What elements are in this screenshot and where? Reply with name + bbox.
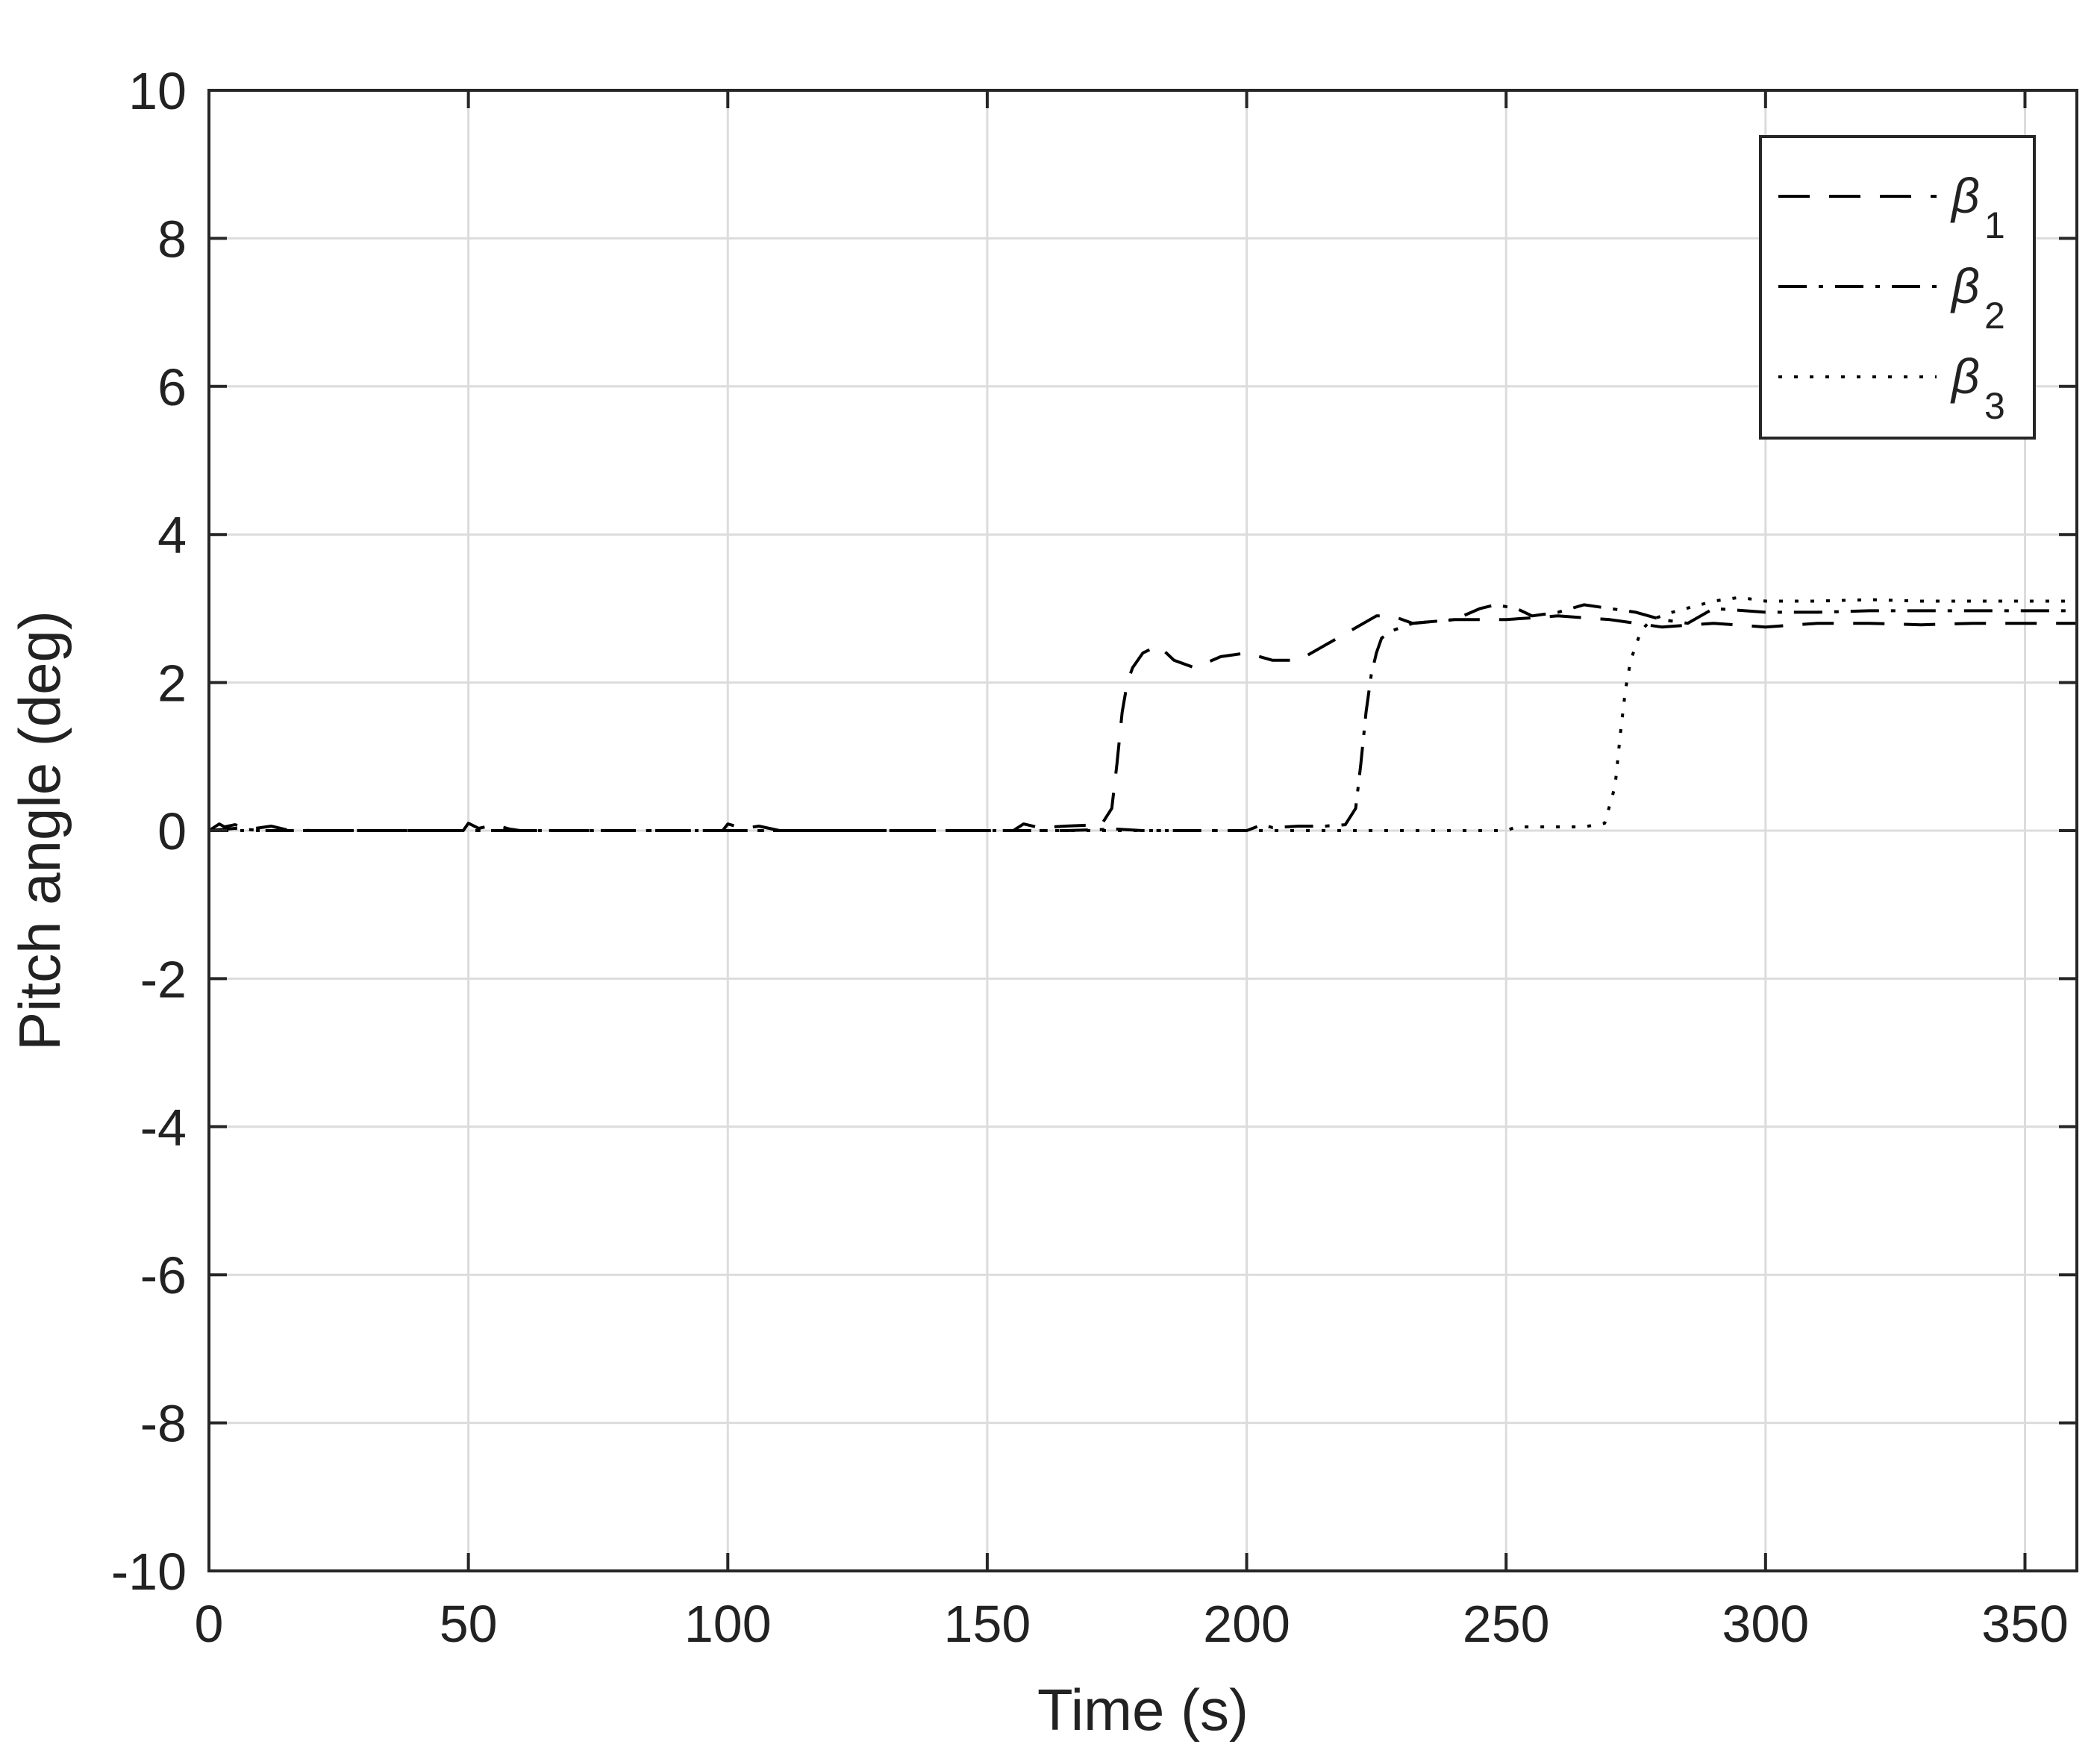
y-tick-label: 10 [128,62,187,120]
x-tick-label: 350 [1981,1595,2069,1653]
axis-ticks: 0 50 100 150 200 250 300 350 -10 -8 -6 -4 -2 0 2 4 6 8 10 [111,62,2077,1653]
grid [209,90,2077,1571]
x-tick-label: 150 [944,1595,1031,1653]
legend-label-1: β [1950,168,1980,223]
x-tick-label: 0 [195,1595,224,1653]
series-line-2 [208,603,2077,832]
y-axis-label: Pitch angle (deg) [7,610,72,1051]
y-tick-label: -6 [140,1246,187,1304]
y-tick-label: 2 [157,654,187,713]
legend-subscript-3: 3 [1984,385,2005,427]
y-tick-label: 4 [157,506,187,564]
y-tick-label: 0 [157,802,187,860]
y-tick-label: -2 [140,950,187,1008]
x-tick-label: 300 [1722,1595,1809,1653]
y-tick-label: 8 [157,210,187,268]
legend-subscript-1: 1 [1984,204,2005,246]
x-tick-label: 200 [1203,1595,1290,1653]
x-axis-label: Time (s) [1037,1677,1249,1743]
y-tick-label: -4 [140,1099,187,1157]
y-tick-label: -10 [111,1543,187,1601]
x-tick-label: 50 [440,1595,498,1653]
x-tick-label: 250 [1463,1595,1550,1653]
legend-label-2: β [1950,258,1980,313]
series-lines [207,596,2077,832]
series-line-3 [209,596,2077,832]
y-tick-label: -8 [140,1395,187,1453]
x-tick-label: 100 [684,1595,772,1653]
series-line-1 [207,614,2077,832]
legend-subscript-2: 2 [1984,295,2005,337]
y-tick-label: 6 [157,358,187,416]
legend-label-3: β [1950,349,1980,404]
